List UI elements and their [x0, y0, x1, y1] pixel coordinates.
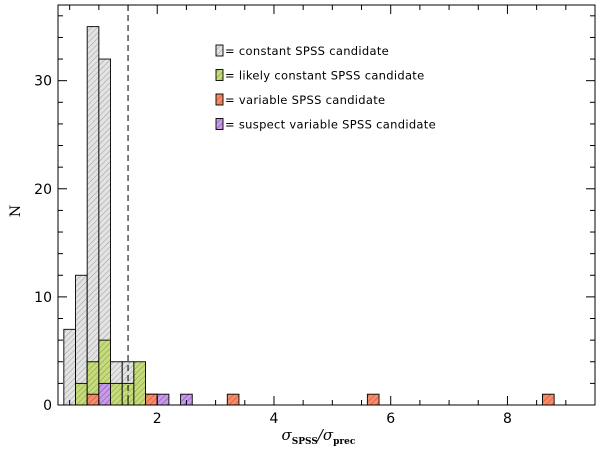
legend-label: = variable SPSS candidate	[225, 93, 385, 107]
x-axis-title-sub2: prec	[333, 437, 356, 447]
bar-constant-spss-candidate	[86, 26, 100, 406]
histogram-bars	[63, 26, 555, 406]
bar-likely-constant-spss-candidate	[75, 382, 88, 406]
legend-swatch	[215, 44, 224, 57]
x-axis-title-sep: /σ	[316, 426, 334, 444]
y-tick-label: 10	[34, 290, 52, 306]
y-tick-label: 0	[43, 398, 52, 414]
x-tick-label: 8	[503, 411, 512, 427]
legend-label: = constant SPSS candidate	[225, 44, 389, 58]
x-axis-title-main: σ	[282, 426, 293, 444]
x-tick-label: 4	[270, 411, 279, 427]
bar-likely-constant-spss-candidate	[133, 361, 147, 406]
bar-constant-spss-candidate	[63, 328, 76, 406]
bar-variable-spss-candidate	[226, 393, 240, 406]
bar-variable-spss-candidate	[86, 393, 100, 406]
bar-suspect-variable-spss-candidate	[98, 382, 111, 406]
axis-ticks: 2 4 6 8 0 10 20 30	[34, 5, 595, 427]
y-tick-label: 30	[34, 74, 52, 90]
bar-variable-spss-candidate	[542, 393, 555, 406]
x-tick-label: 2	[153, 411, 162, 427]
x-tick-label: 6	[386, 411, 395, 427]
bar-variable-spss-candidate	[366, 393, 380, 406]
x-axis-title-sub1: SPSS	[292, 437, 318, 447]
legend-label: = suspect variable SPSS candidate	[225, 118, 436, 132]
y-axis-title: N	[8, 205, 24, 217]
legend-label: = likely constant SPSS candidate	[225, 69, 424, 83]
legend: = constant SPSS candidate = likely consta…	[215, 44, 436, 132]
y-tick-label: 20	[34, 182, 52, 198]
legend-swatch	[215, 69, 224, 81]
bar-likely-constant-spss-candidate	[110, 382, 123, 406]
legend-swatch	[215, 118, 224, 130]
bar-variable-spss-candidate	[145, 393, 158, 406]
legend-swatch	[215, 93, 224, 106]
bar-suspect-variable-spss-candidate	[156, 393, 170, 406]
x-axis-title: σSPSS/σprec	[282, 426, 356, 447]
plot-frame	[57, 4, 596, 406]
